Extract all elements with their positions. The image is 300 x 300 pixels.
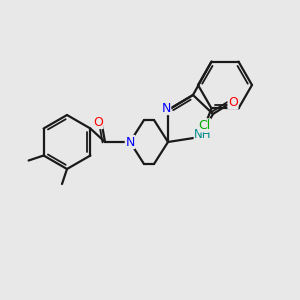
Text: O: O bbox=[228, 95, 238, 109]
Text: Cl: Cl bbox=[198, 119, 211, 132]
Text: O: O bbox=[93, 116, 103, 128]
Text: NH: NH bbox=[194, 128, 212, 140]
Text: N: N bbox=[161, 101, 171, 115]
Text: N: N bbox=[125, 136, 135, 148]
